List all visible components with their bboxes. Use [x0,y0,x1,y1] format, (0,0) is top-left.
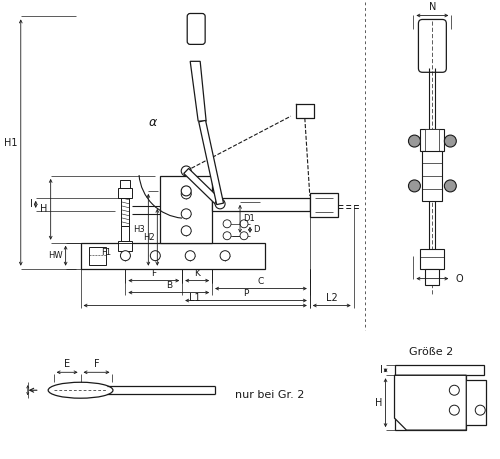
Text: L2: L2 [326,292,338,302]
Text: F: F [94,359,100,369]
Bar [310,193,338,217]
Bar [88,246,106,265]
Circle shape [185,251,195,261]
Circle shape [408,180,420,192]
Circle shape [223,232,231,240]
Text: D1: D1 [243,214,255,223]
Polygon shape [184,168,222,207]
Bar [420,249,444,269]
Circle shape [181,209,191,219]
Text: F1: F1 [102,248,112,257]
Text: H: H [40,204,48,214]
Bar [122,226,130,241]
Bar [394,375,466,430]
Circle shape [444,135,456,147]
Circle shape [240,232,248,240]
Bar [426,129,440,151]
Text: K: K [194,269,200,278]
Text: H1: H1 [4,138,18,147]
Bar [212,198,310,211]
Text: I: I [30,199,32,209]
FancyBboxPatch shape [187,13,205,45]
Bar [118,241,132,251]
Text: B: B [166,280,172,290]
Polygon shape [199,120,224,205]
Circle shape [120,251,130,261]
Circle shape [408,135,420,147]
Bar [160,176,212,243]
Circle shape [150,251,160,261]
Circle shape [181,226,191,236]
Text: P: P [244,289,248,297]
Bar [118,188,132,198]
Text: F: F [152,269,156,278]
Circle shape [215,199,225,209]
Bar [394,365,484,375]
Bar [422,151,442,201]
Bar [120,180,130,188]
Bar [420,129,444,151]
Circle shape [181,189,191,199]
Text: C: C [258,277,264,285]
FancyBboxPatch shape [418,19,446,73]
Bar [426,269,440,285]
Text: N: N [428,2,436,12]
Text: D: D [253,225,260,234]
Circle shape [444,180,456,192]
Text: H3: H3 [134,225,145,234]
Text: L1: L1 [190,292,201,302]
Circle shape [475,405,485,415]
Circle shape [223,220,231,228]
Text: nur bei Gr. 2: nur bei Gr. 2 [235,390,304,400]
Circle shape [450,405,460,415]
Circle shape [181,166,191,176]
Ellipse shape [48,382,113,398]
Circle shape [240,220,248,228]
Polygon shape [190,62,206,121]
Circle shape [181,186,191,196]
Text: E: E [64,359,70,369]
Circle shape [450,385,460,395]
Circle shape [220,251,230,261]
Bar [80,243,265,269]
Text: I: I [380,365,382,375]
Bar [122,196,130,226]
Polygon shape [394,375,466,430]
Text: H: H [375,397,382,408]
Text: H2: H2 [142,233,154,242]
Text: α: α [148,116,156,129]
Text: Größe 2: Größe 2 [410,347,454,358]
Text: O: O [456,274,463,284]
Text: HW: HW [48,251,62,260]
Bar [464,380,486,425]
